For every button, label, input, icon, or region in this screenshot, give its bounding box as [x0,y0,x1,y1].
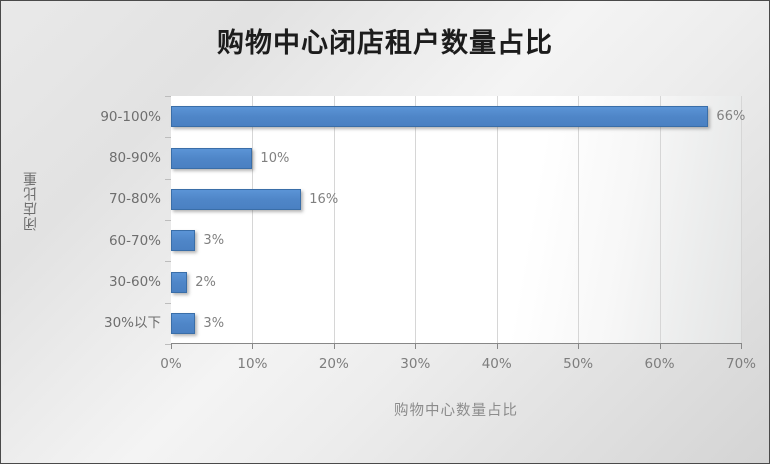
gridline [333,96,335,344]
bar-data-label: 66% [716,109,746,125]
chart-title: 购物中心闭店租户数量占比 [217,28,553,59]
y-axis-tick [165,137,171,139]
gridline [415,96,417,344]
x-axis-tick [415,344,417,349]
x-axis-title: 购物中心数量占比 [394,403,518,419]
bar-data-label: 3% [203,315,225,331]
y-axis-category-labels: 90-100% 80-90% 70-80% 60-70% 30-60% 30%以下 [11,96,161,344]
y-axis-tick [165,178,171,180]
x-axis-tick [333,344,335,349]
y-axis-category-label: 30-60% [108,274,161,290]
x-axis-tick [741,344,742,349]
y-axis-tick [165,220,171,221]
x-axis-tick-label: 50% [563,356,594,372]
bar-data-label: 2% [195,274,216,290]
bar[interactable] [171,271,188,293]
x-axis-tick [171,344,172,349]
x-axis-tick [659,344,661,349]
y-axis-tick [165,261,171,263]
y-axis-category-label: 60-70% [108,232,161,249]
x-axis-line [171,343,742,344]
bar[interactable] [171,230,196,252]
y-axis-category-label: 30%以下 [103,315,161,332]
bar-data-label: 16% [309,191,339,207]
y-axis-category-label: 90-100% [100,108,161,125]
bar-data-label: 10% [260,150,290,166]
x-axis-tick-label: 0% [160,356,182,372]
gridline [741,96,742,344]
gridline [578,96,580,344]
bar[interactable] [171,312,196,334]
bar[interactable] [171,188,302,210]
y-axis-tick [165,96,171,97]
bar[interactable] [171,106,709,128]
bar-data-label: 3% [203,233,225,249]
x-axis-tick-label: 20% [318,356,349,372]
x-axis-tick-label: 70% [725,356,757,372]
x-axis-tick [496,344,498,349]
y-axis-title: 闭店比重 [23,171,39,231]
y-axis-category-label: 70-80% [108,191,161,208]
x-axis-tick-label: 10% [237,356,268,372]
x-axis-tick [252,344,254,349]
x-axis-tick-label: 40% [481,356,512,372]
y-axis-tick [165,302,171,304]
gridline [496,96,498,344]
y-axis-tick [165,344,171,345]
x-axis-tick-label: 30% [400,356,431,372]
x-axis-tick-label: 60% [644,356,675,372]
x-axis-tick [578,344,580,349]
y-axis-category-label: 80-90% [108,150,161,166]
gridline [252,96,254,344]
gridline [659,96,661,344]
bar[interactable] [171,147,253,169]
plot-area [171,96,742,344]
